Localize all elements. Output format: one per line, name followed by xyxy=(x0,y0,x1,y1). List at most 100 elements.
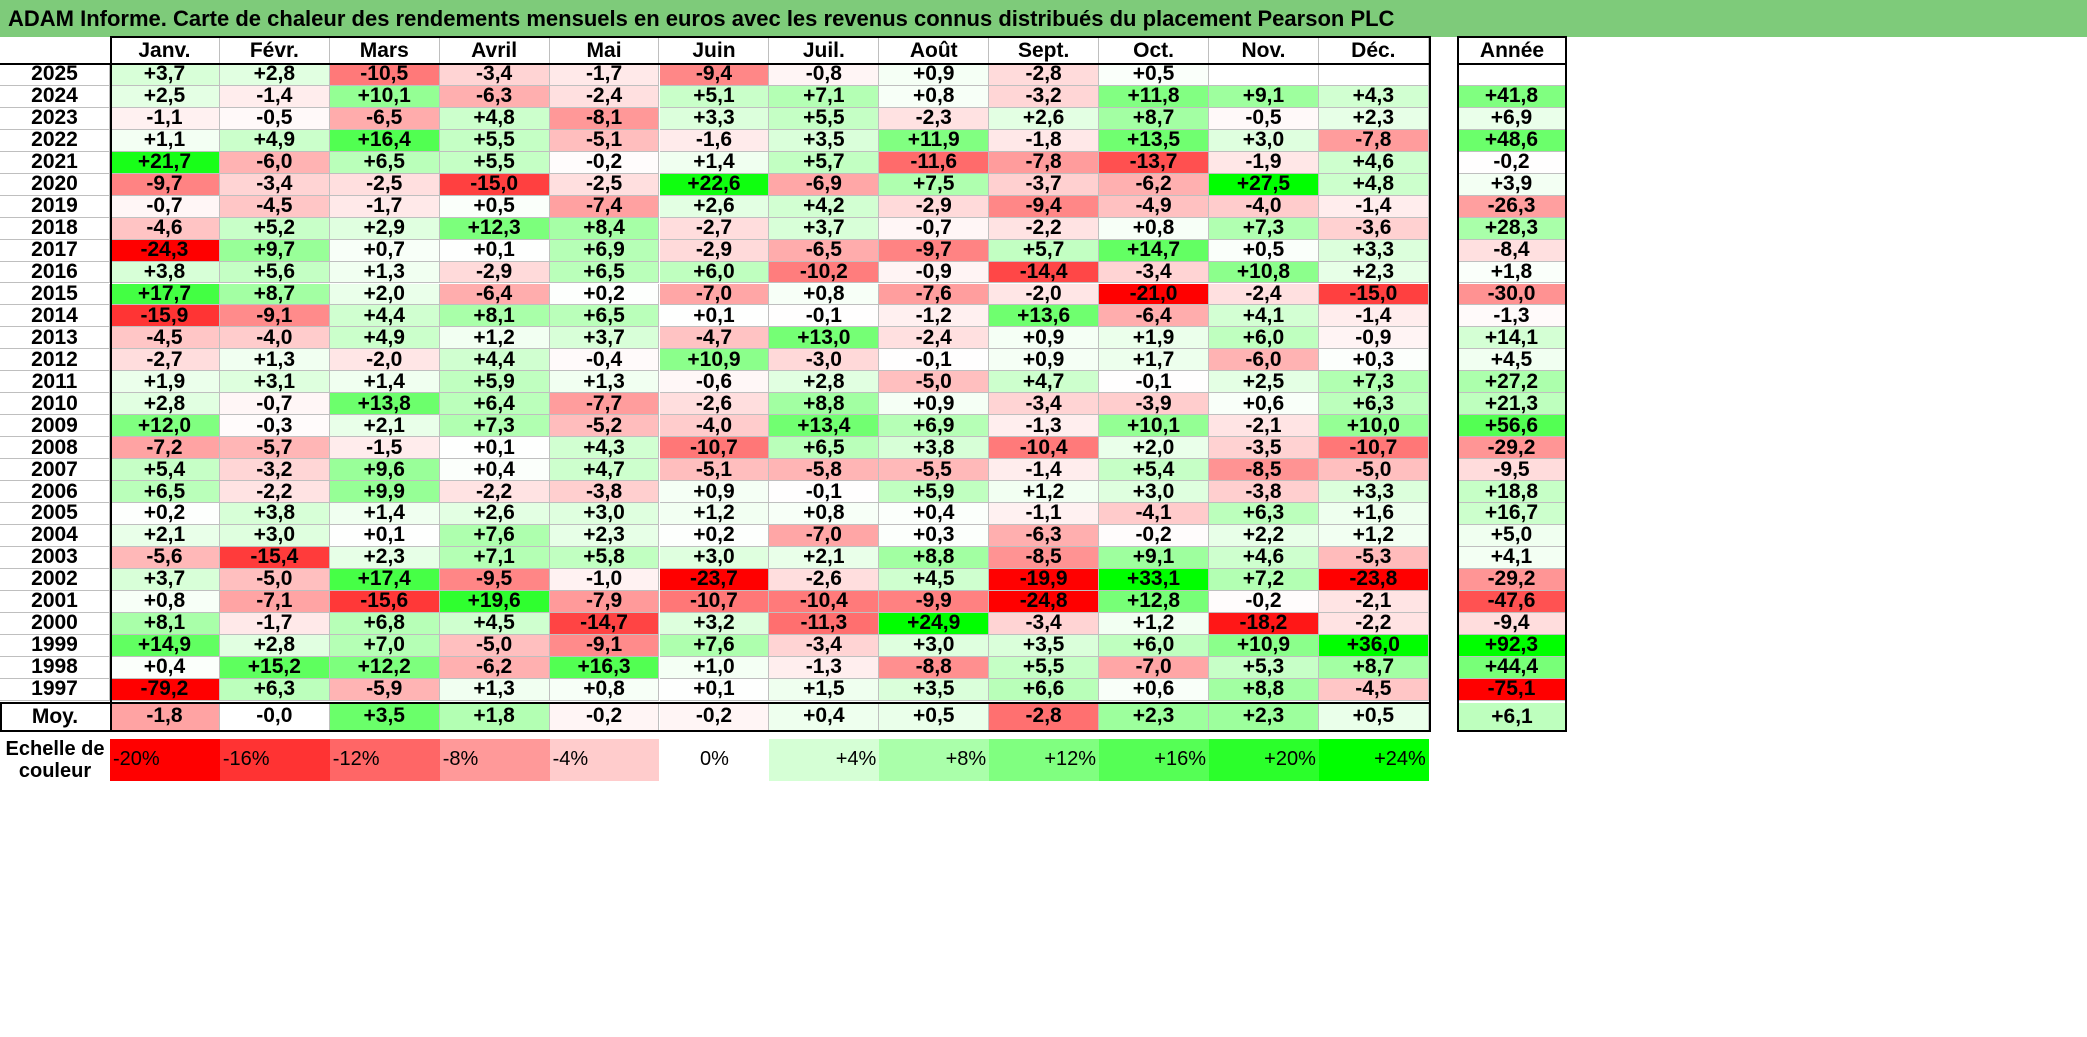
heatmap-cell: +3,0 xyxy=(1209,128,1319,152)
heatmap-cell: +5,5 xyxy=(769,106,880,130)
heatmap-cell: -0,7 xyxy=(219,392,330,416)
heatmap-cell: -2,2 xyxy=(1318,611,1429,635)
heatmap-cell: +5,6 xyxy=(219,260,330,284)
heatmap-cell: -1,3 xyxy=(769,655,880,679)
heatmap-cell: +2,5 xyxy=(1209,370,1319,394)
heatmap-cell: +9,7 xyxy=(219,238,330,262)
heatmap-cell: -3,4 xyxy=(1099,260,1209,284)
row-year-label: 1997 xyxy=(0,677,110,701)
heatmap-cell: +6,5 xyxy=(329,150,440,174)
average-cell: +0,5 xyxy=(879,702,990,731)
annual-cell: +3,9 xyxy=(1457,172,1567,196)
heatmap-cell: -9,5 xyxy=(439,567,550,591)
heatmap-cell: +1,3 xyxy=(549,370,660,394)
row-year-label: 2022 xyxy=(0,128,110,152)
heatmap-cell: +5,3 xyxy=(1209,655,1319,679)
heatmap-cell: +27,5 xyxy=(1209,172,1319,196)
heatmap-cell: +17,7 xyxy=(110,282,220,306)
heatmap-cell: +3,0 xyxy=(879,633,990,657)
heatmap-cell: -7,8 xyxy=(1318,128,1429,152)
column-header: Août xyxy=(879,37,990,64)
heatmap-cell: +3,5 xyxy=(879,677,990,701)
annual-cell: +28,3 xyxy=(1457,216,1567,240)
heatmap-cell: -1,1 xyxy=(989,501,1100,525)
heatmap-cell: +3,0 xyxy=(549,501,660,525)
heatmap-cell: -3,4 xyxy=(439,62,550,86)
heatmap-cell: +7,3 xyxy=(439,414,550,438)
heatmap-cell: +0,8 xyxy=(769,282,880,306)
heatmap-cell: +4,6 xyxy=(1209,545,1319,569)
heatmap-cell: +15,2 xyxy=(219,655,330,679)
heatmap-cell: -24,3 xyxy=(110,238,220,262)
heatmap-cell: -13,7 xyxy=(1099,150,1209,174)
heatmap-cell: -15,0 xyxy=(439,172,550,196)
annual-cell: -9,5 xyxy=(1457,458,1567,482)
heatmap-cell: -0,2 xyxy=(1099,523,1209,547)
heatmap-cell: +21,7 xyxy=(110,150,220,174)
heatmap-cell: -0,6 xyxy=(659,370,770,394)
color-scale-step: -20% xyxy=(110,738,220,781)
annual-cell: -29,2 xyxy=(1457,436,1567,460)
heatmap-cell: -9,1 xyxy=(219,304,330,328)
heatmap-cell: +9,6 xyxy=(329,458,440,482)
heatmap-cell: -10,7 xyxy=(659,436,770,460)
heatmap-cell: -2,2 xyxy=(439,480,550,503)
heatmap-cell: +7,6 xyxy=(659,633,770,657)
heatmap-cell: -15,6 xyxy=(329,589,440,613)
heatmap-cell: -9,9 xyxy=(879,589,990,613)
row-year-label: 2025 xyxy=(0,62,110,86)
color-scale-step: -8% xyxy=(439,738,550,781)
heatmap-cell: -7,6 xyxy=(879,282,990,306)
heatmap-cell: +7,2 xyxy=(1209,567,1319,591)
heatmap-cell: +4,2 xyxy=(769,194,880,218)
heatmap-cell: +0,9 xyxy=(989,326,1100,350)
heatmap-cell: +22,6 xyxy=(659,172,770,196)
annual-cell: +4,1 xyxy=(1457,545,1567,569)
heatmap-cell: -0,1 xyxy=(769,304,880,328)
row-year-label: 2008 xyxy=(0,436,110,460)
heatmap-cell: +1,9 xyxy=(1099,326,1209,350)
heatmap-cell: -6,3 xyxy=(439,84,550,108)
heatmap-cell: +9,1 xyxy=(1099,545,1209,569)
heatmap-cell: -6,3 xyxy=(989,523,1100,547)
heatmap-cell: +5,9 xyxy=(879,480,990,503)
heatmap-cell: +10,1 xyxy=(1099,414,1209,438)
heatmap-cell: -6,4 xyxy=(1099,304,1209,328)
row-year-label: 2010 xyxy=(0,392,110,416)
heatmap-cell: -2,0 xyxy=(989,282,1100,306)
heatmap-cell: +3,0 xyxy=(659,545,770,569)
heatmap-cell: +7,3 xyxy=(1209,216,1319,240)
heatmap-cell: -5,0 xyxy=(1318,458,1429,482)
column-header: Juil. xyxy=(769,37,880,64)
row-year-label: 2003 xyxy=(0,545,110,569)
heatmap-cell: +0,2 xyxy=(659,523,770,547)
heatmap-cell: +4,3 xyxy=(549,436,660,460)
average-label: Moy. xyxy=(31,704,79,728)
heatmap-cell: -0,5 xyxy=(219,106,330,130)
column-header: Déc. xyxy=(1319,37,1429,64)
heatmap-cell: -3,5 xyxy=(1209,436,1319,460)
heatmap-cell: +0,1 xyxy=(439,436,550,460)
heatmap-cell: +2,6 xyxy=(439,501,550,525)
heatmap-cell: +6,5 xyxy=(549,304,660,328)
heatmap-cell: -24,8 xyxy=(989,589,1100,613)
heatmap-cell: -4,7 xyxy=(659,326,770,350)
heatmap-cell: -9,7 xyxy=(110,172,220,196)
heatmap-cell: -7,1 xyxy=(219,589,330,613)
annual-cell: -0,2 xyxy=(1457,150,1567,174)
heatmap-cell: +0,2 xyxy=(549,282,660,306)
heatmap-cell: +8,4 xyxy=(549,216,660,240)
heatmap-cell: -2,4 xyxy=(879,326,990,350)
heatmap-cell: -6,5 xyxy=(329,106,440,130)
annual-cell: -30,0 xyxy=(1457,282,1567,306)
heatmap-cell: -6,2 xyxy=(439,655,550,679)
heatmap-cell: -9,1 xyxy=(549,633,660,657)
heatmap-cell: +3,5 xyxy=(989,633,1100,657)
heatmap-cell: +1,3 xyxy=(329,260,440,284)
column-header: Oct. xyxy=(1099,37,1209,64)
heatmap-cell: -1,5 xyxy=(329,436,440,460)
row-year-label: 2001 xyxy=(0,589,110,613)
heatmap-cell: +0,8 xyxy=(1099,216,1209,240)
column-header: Sept. xyxy=(989,37,1100,64)
annual-cell: -1,3 xyxy=(1457,304,1567,328)
